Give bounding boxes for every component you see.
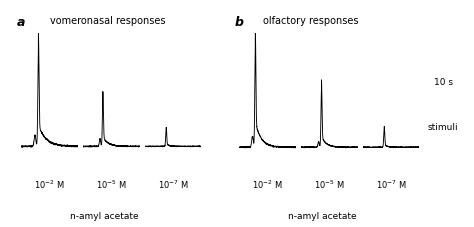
- Text: 10 s: 10 s: [434, 77, 453, 86]
- Text: vomeronasal responses: vomeronasal responses: [50, 16, 165, 26]
- Text: $10^{-2}$ M: $10^{-2}$ M: [253, 178, 283, 190]
- Text: $10^{-5}$ M: $10^{-5}$ M: [314, 178, 345, 190]
- Text: n-amyl acetate: n-amyl acetate: [70, 211, 138, 220]
- Text: stimuli: stimuli: [428, 123, 458, 131]
- Text: $10^{-2}$ M: $10^{-2}$ M: [35, 178, 65, 190]
- Text: a: a: [17, 16, 25, 29]
- Text: olfactory responses: olfactory responses: [263, 16, 358, 26]
- Text: n-amyl acetate: n-amyl acetate: [288, 211, 356, 220]
- Text: $10^{-7}$ M: $10^{-7}$ M: [376, 178, 406, 190]
- Text: b: b: [235, 16, 244, 29]
- Text: $10^{-5}$ M: $10^{-5}$ M: [96, 178, 127, 190]
- Text: $10^{-7}$ M: $10^{-7}$ M: [158, 178, 188, 190]
